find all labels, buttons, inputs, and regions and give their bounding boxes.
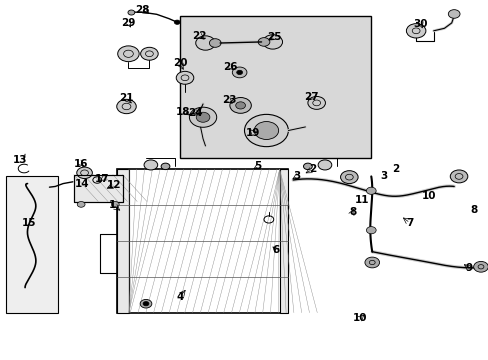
Circle shape xyxy=(176,71,193,84)
Text: 30: 30 xyxy=(413,19,427,29)
Text: 20: 20 xyxy=(173,58,187,68)
Text: 23: 23 xyxy=(221,95,236,105)
Circle shape xyxy=(143,302,149,306)
Circle shape xyxy=(449,170,467,183)
Text: 24: 24 xyxy=(188,108,203,118)
Circle shape xyxy=(447,10,459,18)
Text: 28: 28 xyxy=(135,5,149,15)
Bar xyxy=(180,16,370,158)
Bar xyxy=(117,169,288,313)
Circle shape xyxy=(118,46,139,62)
Circle shape xyxy=(406,24,425,38)
Text: 16: 16 xyxy=(74,159,88,169)
Text: 26: 26 xyxy=(223,62,238,72)
Circle shape xyxy=(366,226,375,234)
Text: 19: 19 xyxy=(245,128,260,138)
Text: 10: 10 xyxy=(352,313,367,323)
Circle shape xyxy=(232,67,246,78)
Bar xyxy=(5,176,58,313)
Circle shape xyxy=(161,163,169,170)
Circle shape xyxy=(318,160,331,170)
Text: 14: 14 xyxy=(75,179,90,189)
Circle shape xyxy=(229,98,251,113)
Circle shape xyxy=(111,202,119,207)
Text: 4: 4 xyxy=(176,292,183,302)
Circle shape xyxy=(235,102,245,109)
Text: 3: 3 xyxy=(293,171,300,181)
Text: 9: 9 xyxy=(464,263,471,273)
Circle shape xyxy=(244,114,288,147)
Text: 5: 5 xyxy=(254,161,261,171)
Circle shape xyxy=(303,163,312,170)
Circle shape xyxy=(77,202,85,207)
Text: 15: 15 xyxy=(21,218,36,228)
Circle shape xyxy=(117,99,136,114)
Text: 21: 21 xyxy=(119,93,134,103)
Text: 2: 2 xyxy=(308,164,316,174)
Text: 2: 2 xyxy=(391,164,399,174)
Circle shape xyxy=(174,20,180,24)
Circle shape xyxy=(340,171,357,184)
Text: 13: 13 xyxy=(13,155,27,165)
Circle shape xyxy=(196,112,209,122)
Circle shape xyxy=(209,39,221,47)
Text: 18: 18 xyxy=(176,107,190,117)
Text: 3: 3 xyxy=(379,171,386,181)
Bar xyxy=(74,175,122,202)
Circle shape xyxy=(141,47,158,60)
Text: 27: 27 xyxy=(304,92,319,102)
Text: 11: 11 xyxy=(354,195,369,205)
Bar xyxy=(74,175,122,202)
Circle shape xyxy=(473,261,488,272)
Text: 6: 6 xyxy=(272,245,279,255)
Text: 8: 8 xyxy=(469,206,476,216)
Circle shape xyxy=(236,70,242,75)
Text: 8: 8 xyxy=(348,207,356,217)
Circle shape xyxy=(254,122,278,139)
Text: 10: 10 xyxy=(421,191,435,201)
Bar xyxy=(279,169,288,313)
Bar xyxy=(117,169,129,313)
Text: 7: 7 xyxy=(406,218,413,228)
Text: 25: 25 xyxy=(267,32,282,41)
Text: 29: 29 xyxy=(121,18,135,28)
Text: 1: 1 xyxy=(109,200,116,210)
Text: 12: 12 xyxy=(106,180,121,190)
Circle shape xyxy=(366,187,375,194)
Circle shape xyxy=(263,35,282,49)
Text: 22: 22 xyxy=(192,31,206,41)
Circle shape xyxy=(258,38,269,46)
Circle shape xyxy=(189,107,216,127)
Circle shape xyxy=(77,167,92,179)
Text: 17: 17 xyxy=(95,174,109,184)
Circle shape xyxy=(364,257,379,268)
Circle shape xyxy=(307,96,325,109)
Circle shape xyxy=(195,36,215,50)
Circle shape xyxy=(140,300,152,308)
Circle shape xyxy=(144,160,158,170)
Circle shape xyxy=(128,10,135,15)
